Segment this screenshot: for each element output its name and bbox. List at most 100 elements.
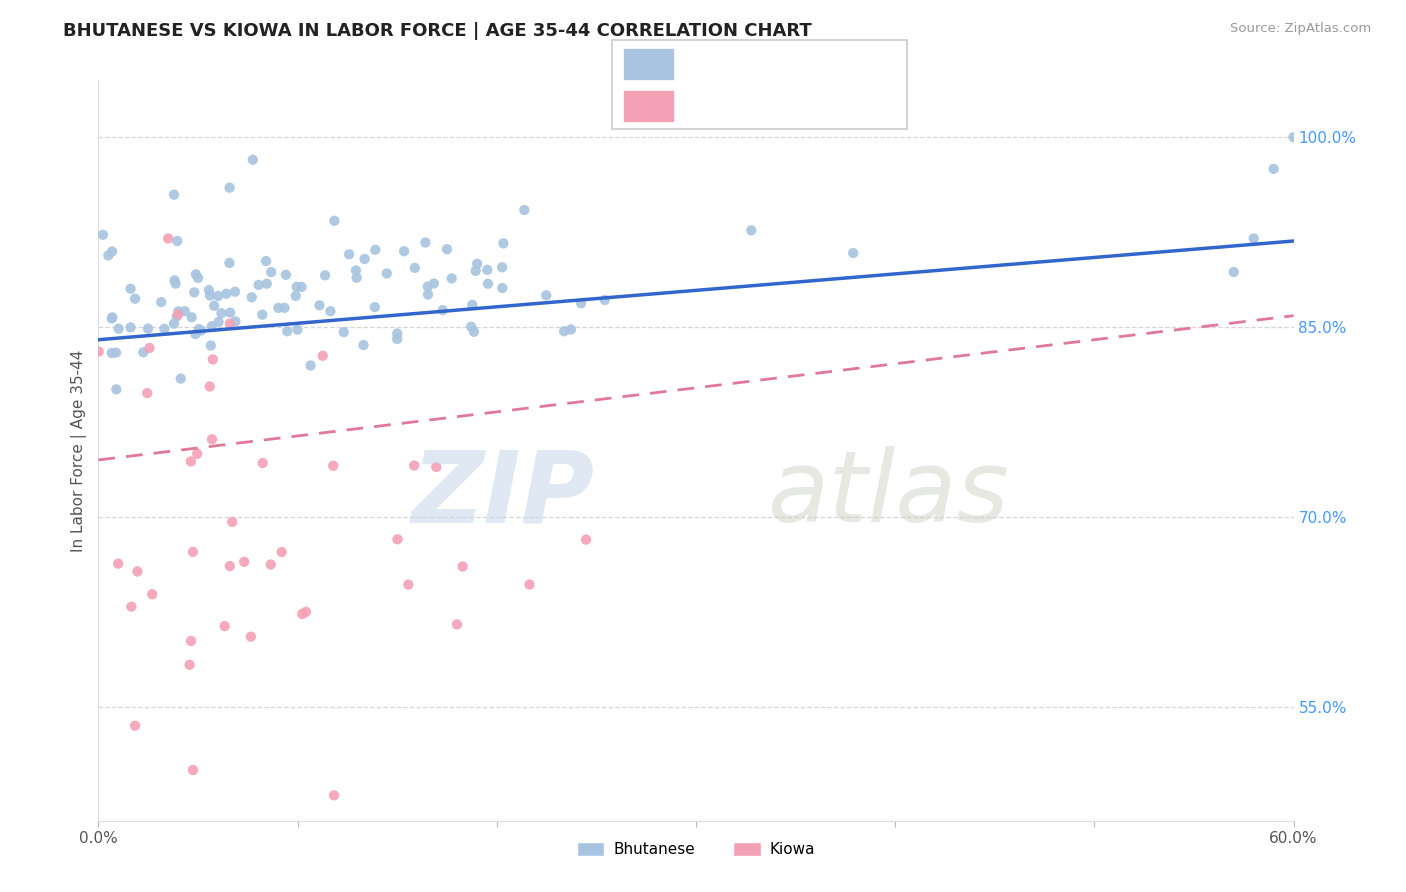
Point [136,321,159,335]
Point [299,359,322,373]
Point [224,285,246,299]
Point [1282,130,1305,145]
Point [446,617,468,632]
Point [425,460,447,475]
Point [124,292,146,306]
Text: N =: N = [807,57,837,71]
Point [97,248,120,262]
Point [218,559,240,574]
Point [107,321,129,335]
Point [569,296,592,310]
Point [124,719,146,733]
Point [314,268,336,283]
Point [202,299,225,313]
Point [184,267,207,281]
FancyBboxPatch shape [623,48,673,80]
Point [219,305,242,319]
Point [100,346,122,360]
Point [198,288,221,302]
Point [387,533,409,547]
Point [163,273,186,287]
Point [247,277,270,292]
Point [460,319,482,334]
Point [344,263,367,277]
Point [323,789,346,803]
FancyBboxPatch shape [612,40,907,129]
Point [312,349,335,363]
Point [260,265,283,279]
Point [138,341,160,355]
FancyBboxPatch shape [623,90,673,122]
Point [150,295,173,310]
Point [593,293,616,307]
Point [170,371,193,385]
Point [233,555,256,569]
Point [198,379,221,393]
Point [221,515,243,529]
Point [105,345,128,359]
Point [198,283,221,297]
Point [308,298,330,312]
Point [1263,161,1285,176]
Point [163,187,186,202]
Point [214,619,236,633]
Point [101,244,124,259]
Point [107,557,129,571]
Point [416,279,439,293]
Point [136,386,159,401]
Point [436,242,458,256]
Point [201,319,224,334]
Text: BHUTANESE VS KIOWA IN LABOR FORCE | AGE 35-44 CORRELATION CHART: BHUTANESE VS KIOWA IN LABOR FORCE | AGE … [63,22,813,40]
Point [179,657,201,672]
Point [404,260,426,275]
Point [163,317,186,331]
Text: ZIP: ZIP [412,446,595,543]
Text: 108: 108 [853,57,887,71]
Point [190,323,212,337]
Point [167,307,190,321]
Point [451,559,474,574]
Point [353,252,375,266]
Point [364,300,387,314]
Point [415,235,437,250]
Point [285,280,308,294]
Point [273,301,295,315]
Point [186,447,208,461]
Point [120,599,142,614]
Text: 41: 41 [853,99,887,113]
Point [165,277,187,291]
Point [287,323,309,337]
Point [260,558,283,572]
Point [180,634,202,648]
Point [534,288,557,302]
Point [740,223,762,237]
Point [575,533,598,547]
Point [166,310,188,324]
Point [132,345,155,359]
Point [187,271,209,285]
Point [387,332,409,346]
Point [387,326,409,341]
Point [200,338,222,352]
Point [492,236,515,251]
Point [461,298,484,312]
Point [322,458,344,473]
Point [290,280,312,294]
Point [120,282,142,296]
Point [207,315,229,329]
Point [519,577,541,591]
Point [319,304,342,318]
Point [332,325,354,339]
Point [477,277,499,291]
Point [353,338,375,352]
Point [181,763,204,777]
Text: 0.377: 0.377 [741,57,792,71]
Point [323,214,346,228]
Point [560,322,582,336]
Point [491,260,513,275]
Point [180,310,202,325]
Point [256,277,278,291]
Point [1223,265,1246,279]
Point [404,458,426,473]
Point [491,281,513,295]
